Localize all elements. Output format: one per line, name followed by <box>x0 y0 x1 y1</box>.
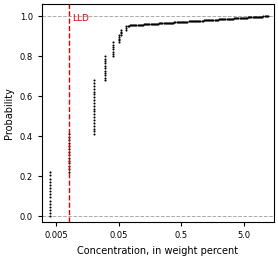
Y-axis label: Probability: Probability <box>4 87 14 139</box>
Text: LLD: LLD <box>72 14 89 23</box>
X-axis label: Concentration, in weight percent: Concentration, in weight percent <box>77 246 239 256</box>
